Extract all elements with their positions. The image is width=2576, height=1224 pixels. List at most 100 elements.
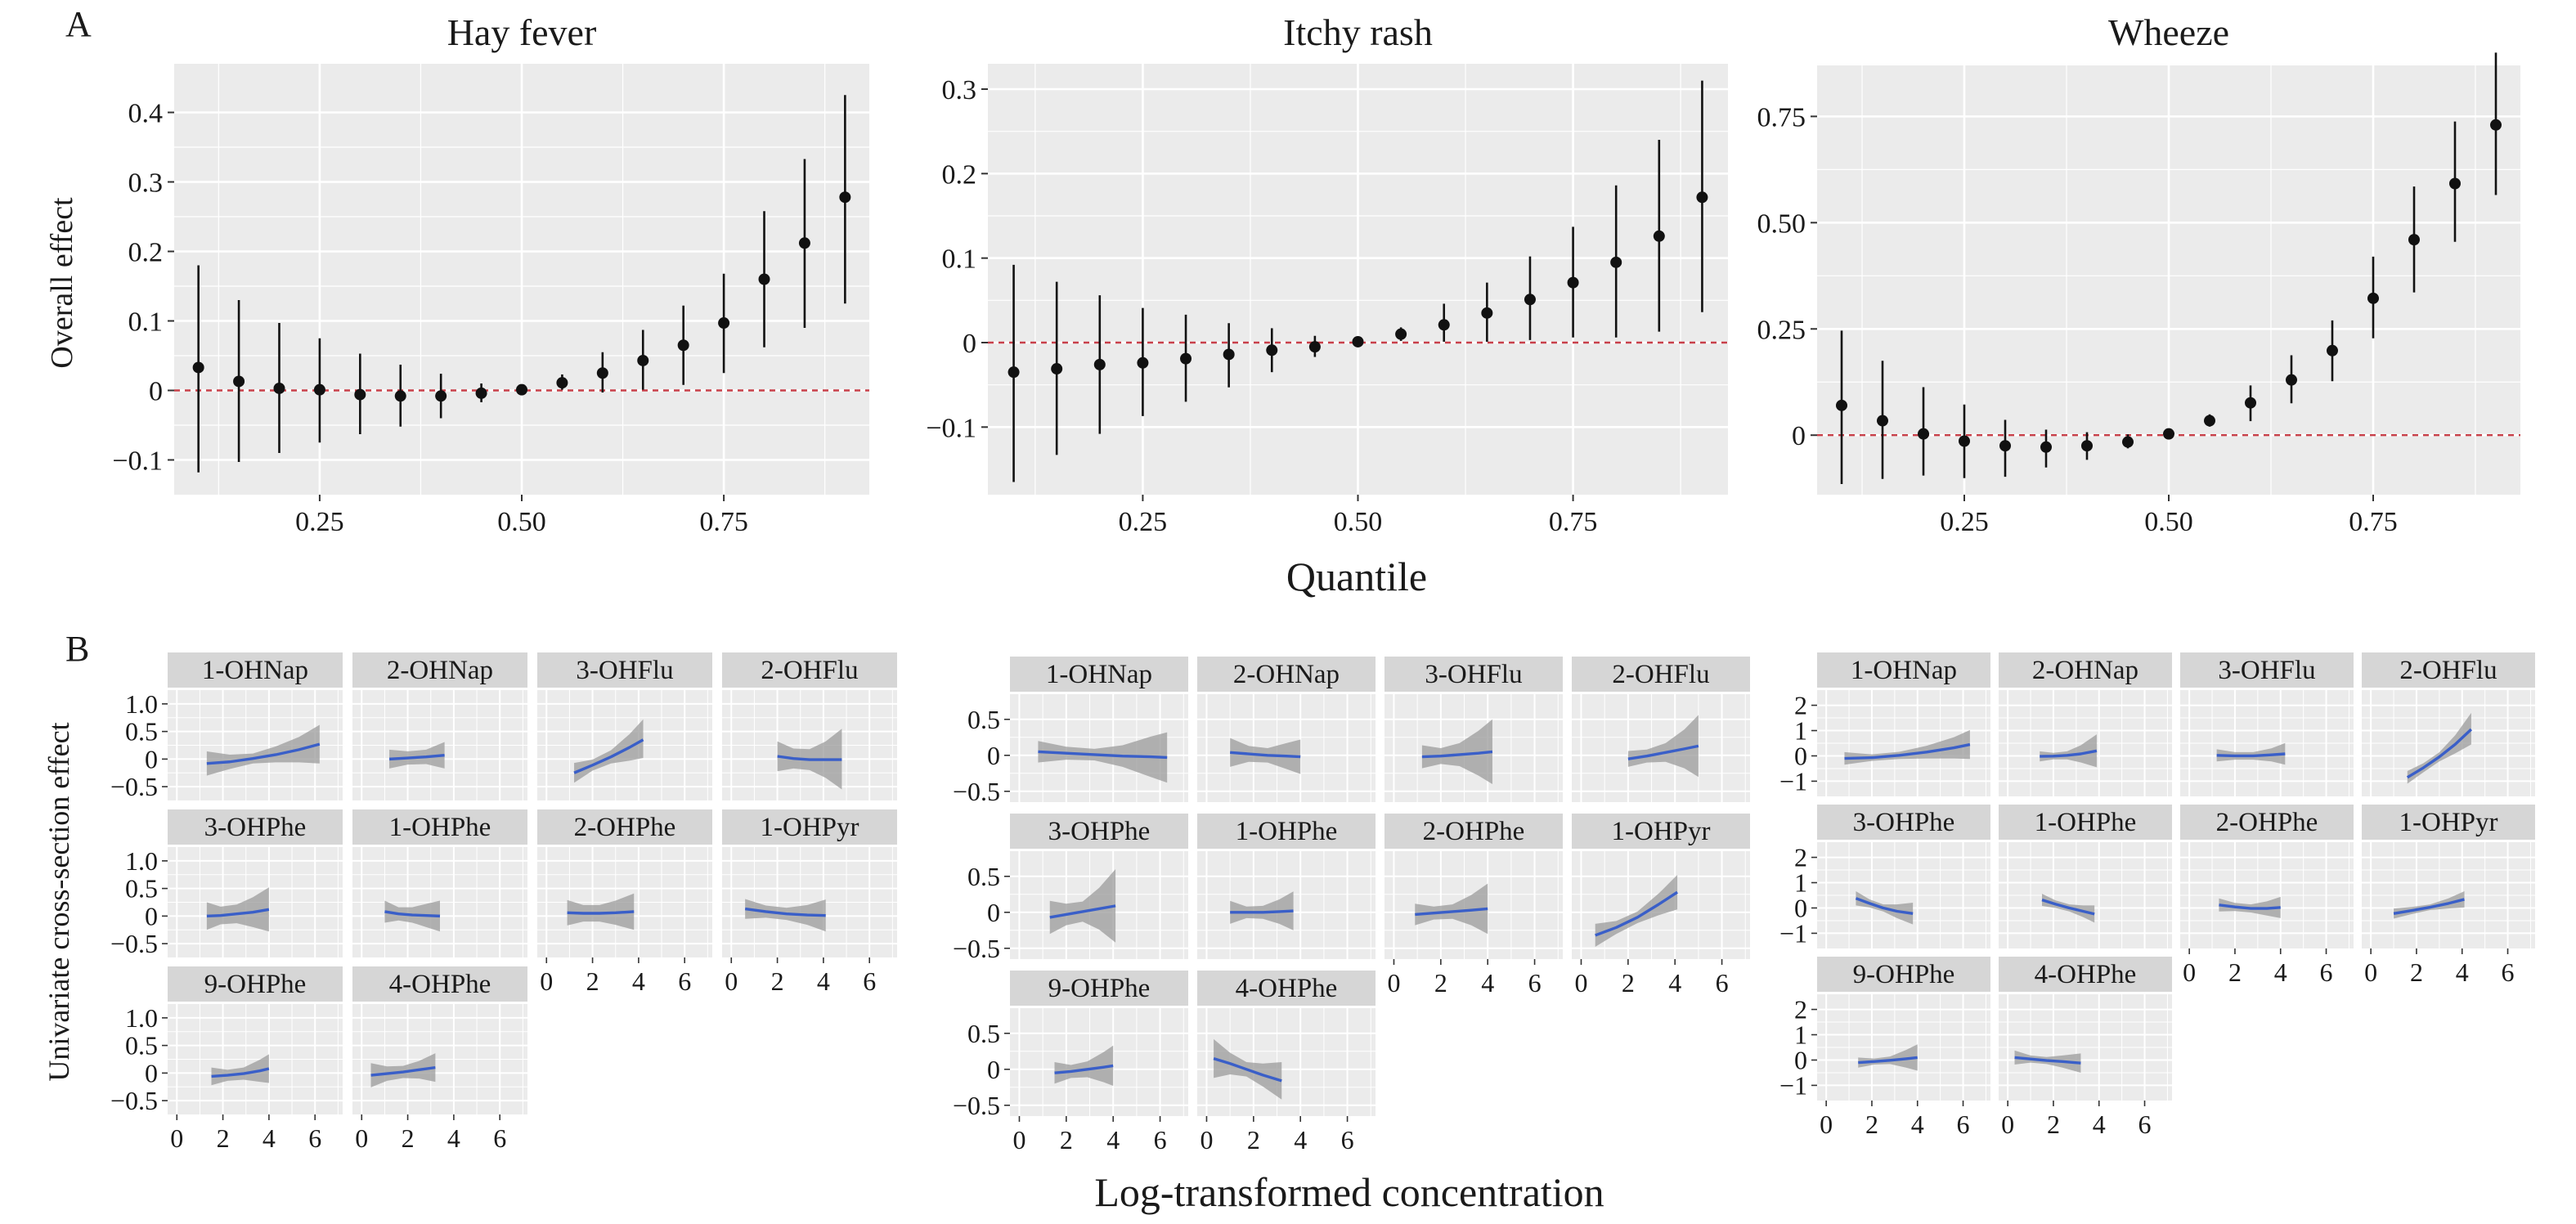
facet-title: 3-OHPhe	[204, 813, 307, 842]
y-tick-label: 0	[1794, 1045, 1807, 1074]
confidence-ribbon	[389, 742, 445, 769]
x-tick-label: 0	[2364, 957, 2377, 987]
facet-strip	[722, 809, 897, 845]
x-tick-label: 0.25	[1940, 507, 1989, 537]
facet-group-2: 1-OHNap −0.5 0 0.5 2-OHNap 3-OHFlu 2-OHFlu 3-OH…	[953, 657, 1750, 1155]
facet-strip	[168, 652, 343, 688]
x-tick-label: 4	[263, 1123, 276, 1153]
data-point	[273, 382, 285, 394]
confidence-ribbon	[1421, 719, 1492, 784]
y-tick-label: 0.5	[967, 1019, 1000, 1048]
data-point	[1137, 356, 1149, 369]
facet-group-1: 1-OHNap−0.500.51.02-OHNap 3-OHFlu 2-OHFlu3…	[110, 652, 897, 1153]
facet-title: 9-OHPhe	[204, 970, 307, 999]
data-point	[354, 388, 366, 401]
y-tick-label: 0	[1794, 741, 1807, 770]
y-tick-label: −0.5	[110, 929, 158, 958]
fit-line	[2216, 752, 2286, 758]
fit-line	[1421, 750, 1493, 759]
x-tick-label: 0.75	[2349, 507, 2398, 537]
x-tick-label: 0	[540, 966, 553, 996]
facet-strip	[352, 966, 527, 1002]
data-point	[798, 237, 810, 249]
x-tick-label: 0	[725, 966, 738, 996]
data-point	[2245, 397, 2256, 409]
x-tick-label: 2	[1622, 968, 1635, 998]
facet-strip	[168, 966, 343, 1002]
confidence-ribbon	[2040, 734, 2097, 768]
facet-title: 3-OHPhe	[1048, 817, 1151, 846]
y-tick-label: −1	[1779, 918, 1807, 948]
y-tick-label: 0	[987, 898, 1000, 927]
fit-line	[211, 1067, 270, 1078]
facet-4-ohphe: 4-OHPhe	[1999, 957, 2172, 1101]
x-tick-label: 4	[1106, 1125, 1120, 1155]
facet-2-ohphe: 2-OHPhe	[537, 809, 712, 957]
facet-strip	[2362, 805, 2535, 840]
data-point	[839, 191, 851, 204]
fit-line	[206, 742, 321, 765]
facet-title: 4-OHPhe	[2035, 960, 2137, 989]
x-tick-label: 4	[1481, 968, 1494, 998]
facet-strip	[1999, 805, 2172, 840]
facet-strip	[1197, 814, 1376, 849]
x-tick-label: 2	[771, 966, 784, 996]
data-point	[1959, 435, 1970, 447]
facet-title: 2-OHNap	[387, 656, 493, 685]
data-point	[1610, 256, 1622, 268]
fit-line	[1858, 1056, 1918, 1065]
facet-2-ohphe: 2-OHPhe	[2180, 805, 2354, 948]
y-tick-label: 0.1	[128, 307, 164, 338]
data-point	[1836, 399, 1847, 411]
y-tick-label: −0.1	[926, 413, 976, 443]
x-tick-label: 2	[1060, 1125, 1073, 1155]
facet-title: 1-OHPyr	[1612, 817, 1711, 846]
facet-3-ohflu: 3-OHFlu	[537, 652, 712, 800]
facet-strip	[1197, 657, 1376, 692]
chart-title: Wheeze	[2108, 11, 2229, 53]
data-point	[596, 367, 608, 379]
facet-2-ohflu: 2-OHFlu	[1572, 657, 1750, 802]
facet-title: 2-OHFlu	[1612, 660, 1709, 689]
x-tick-label: 2	[2410, 957, 2423, 987]
facet-strip	[1817, 957, 1990, 992]
y-tick-label: 0.50	[1757, 208, 1806, 239]
x-tick-label: 6	[308, 1123, 321, 1153]
facet-1-ohpyr: 1-OHPyr	[2362, 805, 2535, 948]
facet-2-ohflu: 2-OHFlu	[2362, 652, 2535, 796]
y-tick-label: 0	[145, 1058, 158, 1087]
y-tick-label: −1	[1779, 1070, 1807, 1100]
confidence-ribbon	[1049, 869, 1116, 943]
data-point	[435, 390, 447, 402]
x-tick-label: 4	[2274, 957, 2287, 987]
confidence-ribbon	[2407, 712, 2471, 784]
fit-line	[2040, 749, 2098, 758]
x-tick-label: 6	[863, 966, 876, 996]
fit-line	[1054, 1064, 1114, 1074]
x-tick-label: 2	[1434, 968, 1447, 998]
facet-title: 1-OHPyr	[761, 813, 859, 842]
data-point	[2163, 428, 2174, 440]
data-point	[1877, 415, 1888, 427]
y-tick-label: −0.5	[953, 777, 1000, 806]
data-point	[516, 383, 527, 396]
facet-9-ohphe: 9-OHPhe −0.500.51.0	[110, 966, 343, 1115]
y-tick-label: 0.5	[967, 862, 1000, 891]
facet-strip	[2180, 805, 2354, 840]
confidence-ribbon	[206, 724, 320, 776]
x-tick-label: 2	[586, 966, 599, 996]
y-tick-label: −1	[1779, 766, 1807, 796]
y-tick-label: −0.5	[110, 772, 158, 801]
data-point	[1567, 276, 1579, 289]
x-tick-label: 2	[402, 1123, 415, 1153]
confidence-ribbon	[567, 893, 635, 930]
data-point	[192, 361, 204, 374]
data-point	[1352, 335, 1364, 347]
data-point	[313, 383, 325, 396]
facet-title: 1-OHPhe	[1236, 817, 1338, 846]
facet-strip	[1010, 971, 1188, 1006]
data-point	[2286, 374, 2297, 386]
panel-a-label: A	[65, 4, 92, 44]
fit-line	[567, 910, 635, 915]
